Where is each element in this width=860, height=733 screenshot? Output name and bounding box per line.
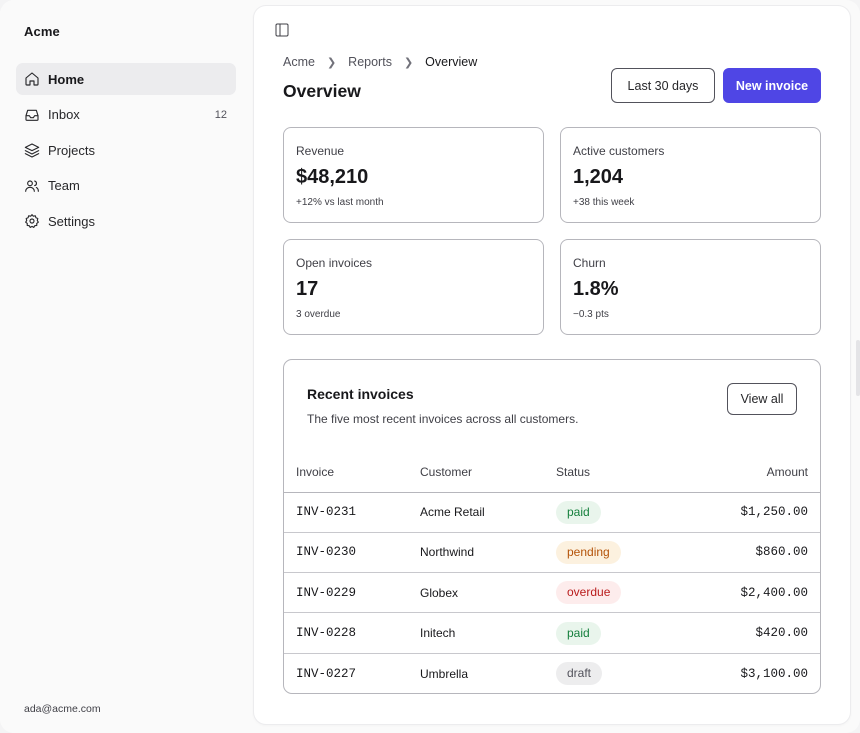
view-all-button[interactable]: View all [727, 383, 797, 415]
invoice-id: INV-0227 [296, 666, 357, 681]
table-row[interactable]: INV-0228 Initech paid $420.00 [284, 612, 820, 654]
sidebar-item-label: Home [48, 71, 85, 87]
home-icon [23, 71, 40, 88]
layers-icon [23, 142, 40, 159]
customer-name: Initech [420, 612, 556, 654]
new-invoice-button[interactable]: New invoice [723, 68, 821, 103]
stat-value: 1.8% [573, 278, 619, 300]
section-description: The five most recent invoices across all… [307, 412, 579, 426]
gear-icon [23, 213, 40, 230]
stat-card-revenue: Revenue $48,210 +12% vs last month [283, 127, 544, 223]
invoice-id: INV-0229 [284, 572, 420, 614]
sidebar-toggle-button[interactable] [274, 22, 292, 40]
breadcrumb-item-reports[interactable]: Reports [348, 55, 392, 69]
sidebar-toggle-icon [274, 23, 290, 42]
customer-name: Umbrella [420, 666, 469, 681]
sidebar: Acme Home Inbox 12 Projects [0, 0, 252, 733]
invoice-id: INV-0228 [284, 612, 420, 654]
chevron-right-icon: ❯ [326, 56, 337, 69]
users-icon [23, 177, 40, 194]
recent-invoices-panel: Recent invoices The five most recent inv… [283, 359, 821, 694]
inbox-count-badge: 12 [214, 108, 227, 121]
sidebar-nav: Home Inbox 12 Projects [16, 63, 236, 241]
scrollbar-thumb[interactable] [856, 340, 860, 396]
stat-label: Active customers [573, 144, 665, 158]
status-badge: paid [556, 500, 601, 524]
column-header-amount[interactable]: Amount [706, 452, 820, 493]
stat-card-active-customers: Active customers 1,204 +38 this week [560, 127, 821, 223]
sidebar-item-home[interactable]: Home [16, 63, 236, 95]
user-email[interactable]: ada@acme.com [24, 703, 101, 715]
breadcrumb: Acme ❯ Reports ❯ Overview [283, 55, 477, 69]
invoice-amount: $1,250.00 [706, 492, 820, 533]
status-badge: overdue [556, 581, 622, 605]
table-row[interactable]: INV-0231 Acme Retail paid $1,250.00 [284, 492, 820, 533]
stat-subtext: −0.3 pts [573, 309, 609, 320]
sidebar-item-label: Settings [48, 213, 95, 229]
invoice-amount: $860.00 [706, 532, 820, 574]
breadcrumb-item-current: Overview [425, 55, 478, 69]
sidebar-item-projects[interactable]: Projects [16, 134, 236, 166]
sidebar-item-team[interactable]: Team [16, 170, 236, 202]
stat-value: 17 [296, 278, 319, 300]
customer-name: Acme Retail [420, 492, 556, 533]
sidebar-item-label: Inbox [48, 107, 80, 122]
stat-label: Open invoices [296, 256, 373, 270]
invoices-table: Invoice Customer Status Amount INV-0231 … [284, 452, 820, 693]
invoice-id: INV-0230 [284, 532, 420, 574]
table-row[interactable]: INV-0230 Northwind pending $860.00 [284, 532, 820, 574]
sidebar-item-settings[interactable]: Settings [16, 205, 236, 237]
invoice-amount: $3,100.00 [740, 666, 808, 681]
column-header-customer[interactable]: Customer [420, 452, 556, 493]
customer-name: Globex [420, 572, 556, 614]
stat-label: Revenue [296, 144, 345, 158]
stat-subtext: 3 overdue [296, 309, 341, 320]
invoice-amount: $420.00 [706, 612, 820, 654]
customer-name: Northwind [420, 532, 556, 574]
stat-value: $48,210 [296, 166, 369, 188]
sidebar-item-label: Projects [48, 142, 95, 158]
status-badge: pending [556, 540, 621, 564]
column-header-invoice[interactable]: Invoice [284, 452, 420, 493]
page-title: Overview [283, 81, 361, 101]
table-header-row: Invoice Customer Status Amount [284, 452, 820, 493]
table-row[interactable]: INV-0227 Umbrella draft $3,100.00 [284, 653, 820, 693]
status-badge: paid [556, 621, 601, 645]
date-range-button[interactable]: Last 30 days [611, 68, 715, 103]
sidebar-item-label: Team [48, 178, 80, 193]
main-panel: Acme ❯ Reports ❯ Overview Overview Last … [254, 6, 850, 724]
brand-name: Acme [24, 24, 60, 39]
breadcrumb-item-acme[interactable]: Acme [283, 55, 315, 69]
sidebar-item-inbox[interactable]: Inbox 12 [16, 99, 236, 131]
inbox-icon [23, 106, 40, 123]
status-badge: draft [556, 662, 603, 686]
stat-subtext: +38 this week [573, 197, 635, 208]
column-header-status[interactable]: Status [556, 452, 706, 493]
section-title: Recent invoices [307, 386, 414, 402]
stat-card-open-invoices: Open invoices 17 3 overdue [283, 239, 544, 335]
chevron-right-icon: ❯ [403, 56, 414, 69]
stat-subtext: +12% vs last month [296, 197, 384, 208]
stat-card-churn: Churn 1.8% −0.3 pts [560, 239, 821, 335]
table-row[interactable]: INV-0229 Globex overdue $2,400.00 [284, 572, 820, 614]
stat-label: Churn [573, 256, 606, 270]
stat-value: 1,204 [573, 166, 624, 188]
invoice-id: INV-0231 [284, 492, 420, 533]
invoice-amount: $2,400.00 [706, 572, 820, 614]
